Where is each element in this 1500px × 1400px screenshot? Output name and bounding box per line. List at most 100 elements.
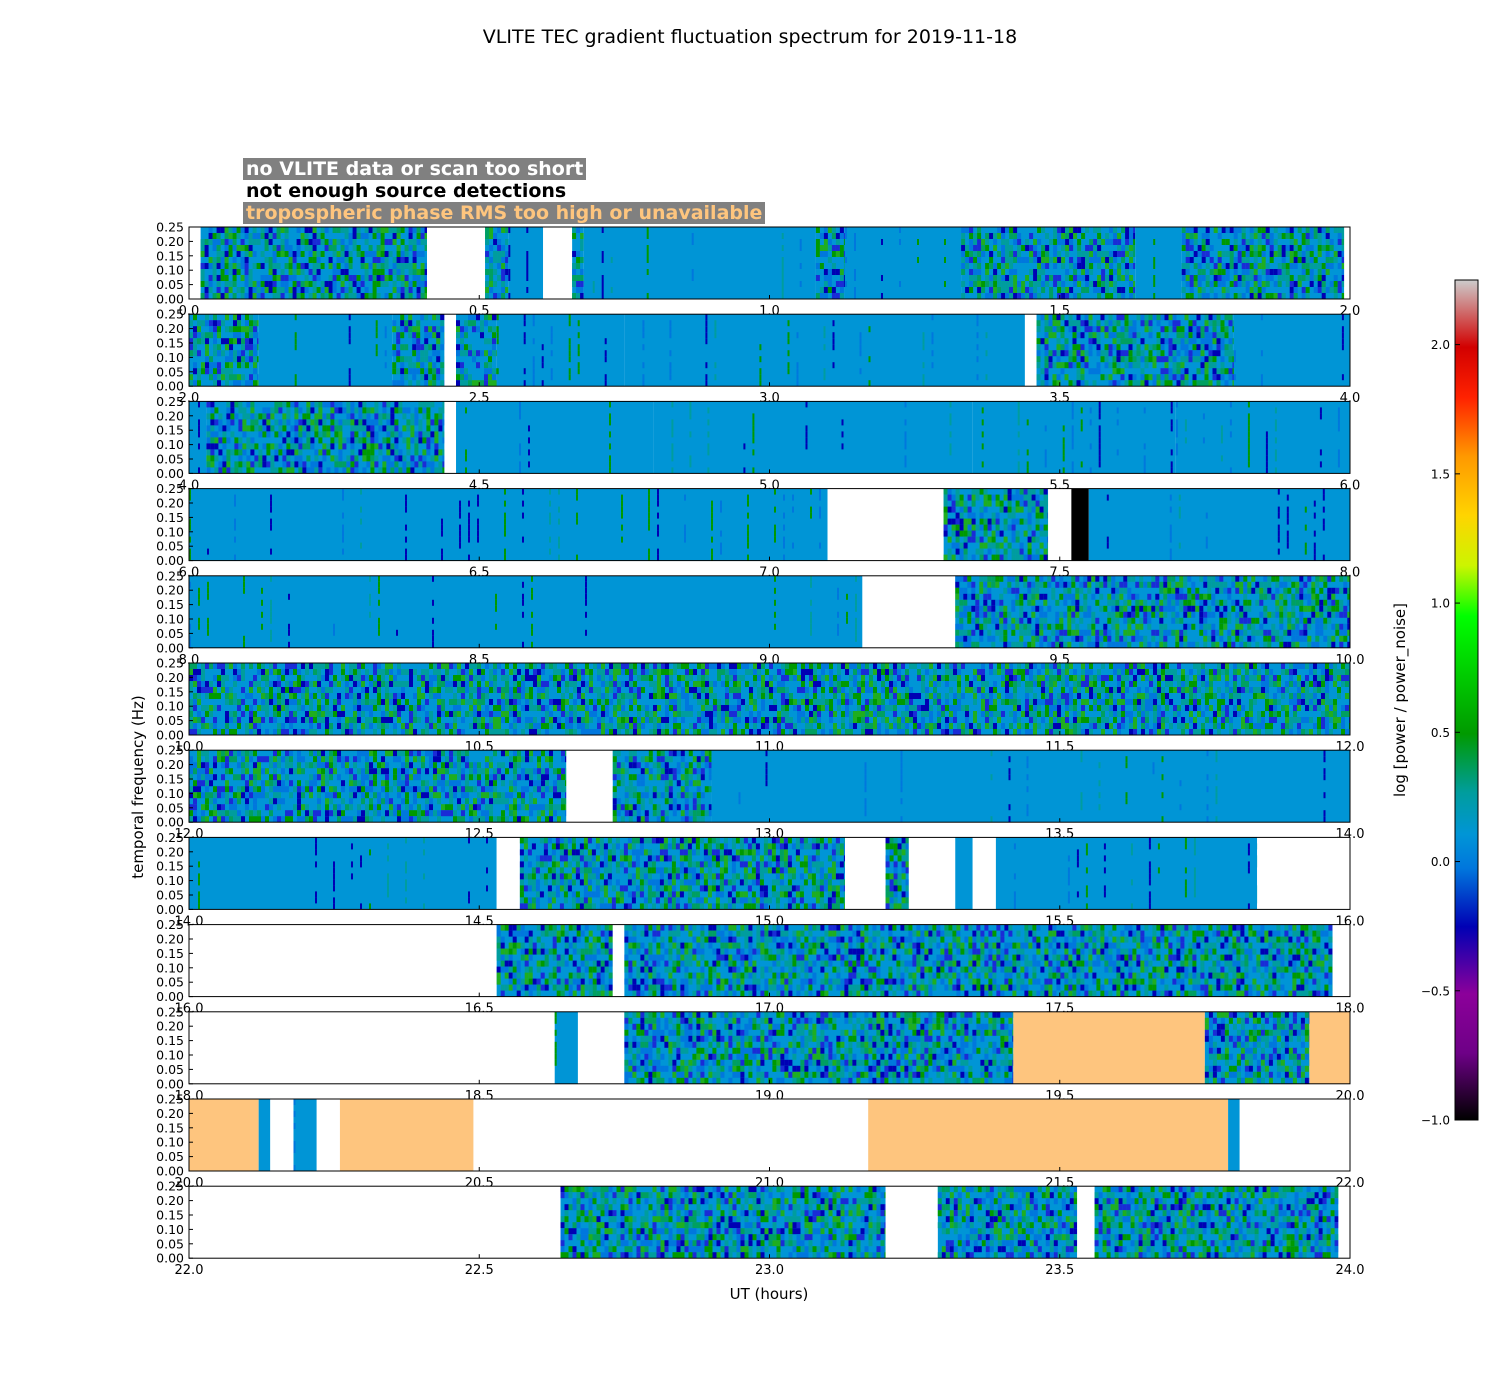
heatmap-cell xyxy=(366,425,371,432)
heatmap-cell xyxy=(408,320,413,327)
heatmap-cell xyxy=(943,494,948,501)
heatmap-cell xyxy=(1311,581,1316,588)
heatmap-cell xyxy=(991,581,996,588)
heatmap-cell xyxy=(669,374,672,381)
heatmap-cell xyxy=(288,245,293,251)
heatmap-cell xyxy=(1232,374,1234,381)
heatmap-cell xyxy=(979,611,984,618)
heatmap-cell xyxy=(224,269,229,275)
heatmap-cell xyxy=(819,287,824,293)
heatmap-cell xyxy=(1184,332,1189,339)
heatmap-cell xyxy=(995,554,1000,561)
heatmap-cell xyxy=(378,617,380,624)
heatmap-cell xyxy=(1091,617,1096,624)
heatmap-cell xyxy=(198,623,200,630)
heatmap-cell xyxy=(432,368,437,375)
heatmap-cell xyxy=(412,338,417,345)
heatmap-cell xyxy=(1044,455,1047,462)
heatmap-cell xyxy=(1071,617,1076,624)
heatmap-cell xyxy=(1029,245,1034,251)
heatmap-cell xyxy=(1271,635,1276,642)
heatmap-panel: 0.000.050.100.150.200.252.0 2.5 3.0 3.5 4.0 xyxy=(156,307,1360,407)
heatmap-cell xyxy=(1317,251,1322,257)
heatmap-cell xyxy=(989,293,994,299)
heatmap-cell xyxy=(1245,257,1250,263)
heatmap-cell xyxy=(426,467,431,474)
heatmap-cell xyxy=(317,669,321,675)
heatmap-cell xyxy=(1019,518,1024,525)
heatmap-cell xyxy=(1184,437,1187,444)
heatmap-cell xyxy=(1056,362,1061,369)
heatmap-cell xyxy=(1125,251,1130,257)
heatmap-cell xyxy=(1337,227,1342,233)
heatmap-cell xyxy=(360,251,365,257)
heatmap-cell xyxy=(684,536,686,543)
heatmap-cell xyxy=(272,275,277,281)
heatmap-cell xyxy=(493,269,498,275)
heatmap-cell xyxy=(1009,293,1014,299)
heatmap-cell xyxy=(1337,263,1342,269)
heatmap-cell xyxy=(835,269,840,275)
heatmap-cell xyxy=(1299,617,1304,624)
heatmap-cell xyxy=(189,350,193,357)
heatmap-cell xyxy=(823,251,828,257)
heatmap-cell xyxy=(438,407,443,414)
heatmap-cell xyxy=(414,443,419,450)
heatmap-cell xyxy=(1274,467,1277,474)
heatmap-cell xyxy=(221,368,225,375)
heatmap-cell xyxy=(1057,287,1062,293)
heatmap-cell xyxy=(642,332,645,339)
heatmap-cell xyxy=(508,293,511,299)
heatmap-cell xyxy=(1317,227,1322,233)
heatmap-cell xyxy=(1217,275,1222,281)
heatmap-cell xyxy=(1097,239,1102,245)
heatmap-cell xyxy=(497,227,502,233)
heatmap-cell xyxy=(270,407,275,414)
heatmap-cell xyxy=(1239,587,1244,594)
heatmap-cell xyxy=(1232,362,1234,369)
heatmap-cell xyxy=(1200,380,1205,387)
heatmap-cell xyxy=(1223,599,1228,606)
heatmap-cell xyxy=(1123,617,1128,624)
heatmap-cell xyxy=(244,281,249,287)
heatmap-cell xyxy=(1097,257,1102,263)
heatmap-cell xyxy=(1115,641,1120,648)
heatmap-cell xyxy=(1055,641,1060,648)
heatmap-cell xyxy=(370,467,375,474)
heatmap-cell xyxy=(428,326,433,333)
heatmap-cell xyxy=(526,257,529,263)
heatmap-cell xyxy=(985,374,988,381)
heatmap-cell xyxy=(392,326,397,333)
heatmap-cell xyxy=(216,239,221,245)
heatmap-cell xyxy=(206,401,211,408)
heatmap-cell xyxy=(288,269,293,275)
heatmap-cell xyxy=(249,338,253,345)
heatmap-cell xyxy=(228,239,233,245)
heatmap-cell xyxy=(261,675,265,681)
heatmap-cell xyxy=(244,227,249,233)
heatmap-cell xyxy=(1155,593,1160,600)
heatmap-cell xyxy=(322,455,327,462)
heatmap-cell xyxy=(416,227,421,233)
heatmap-cell xyxy=(1317,245,1322,251)
heatmap-cell xyxy=(999,542,1004,549)
heatmap-cell xyxy=(253,356,257,363)
heatmap-cell xyxy=(572,293,577,299)
heatmap-cell xyxy=(1005,239,1010,245)
heatmap-cell xyxy=(1093,227,1098,233)
heatmap-cell xyxy=(1187,641,1192,648)
heatmap-cell xyxy=(370,455,375,462)
heatmap-cell xyxy=(1131,617,1136,624)
heatmap-cell xyxy=(1241,275,1246,281)
heatmap-cell xyxy=(205,344,209,351)
heatmap-cell xyxy=(977,281,982,287)
heatmap-cell xyxy=(416,239,421,245)
heatmap-cell xyxy=(1220,437,1223,444)
heatmap-cell xyxy=(585,581,587,588)
heatmap-cell xyxy=(261,623,263,630)
heatmap-cell xyxy=(989,251,994,257)
heatmap-cell xyxy=(1315,581,1320,588)
heatmap-cell xyxy=(404,251,409,257)
heatmap-cell xyxy=(1265,293,1270,299)
heatmap-cell xyxy=(197,681,201,687)
